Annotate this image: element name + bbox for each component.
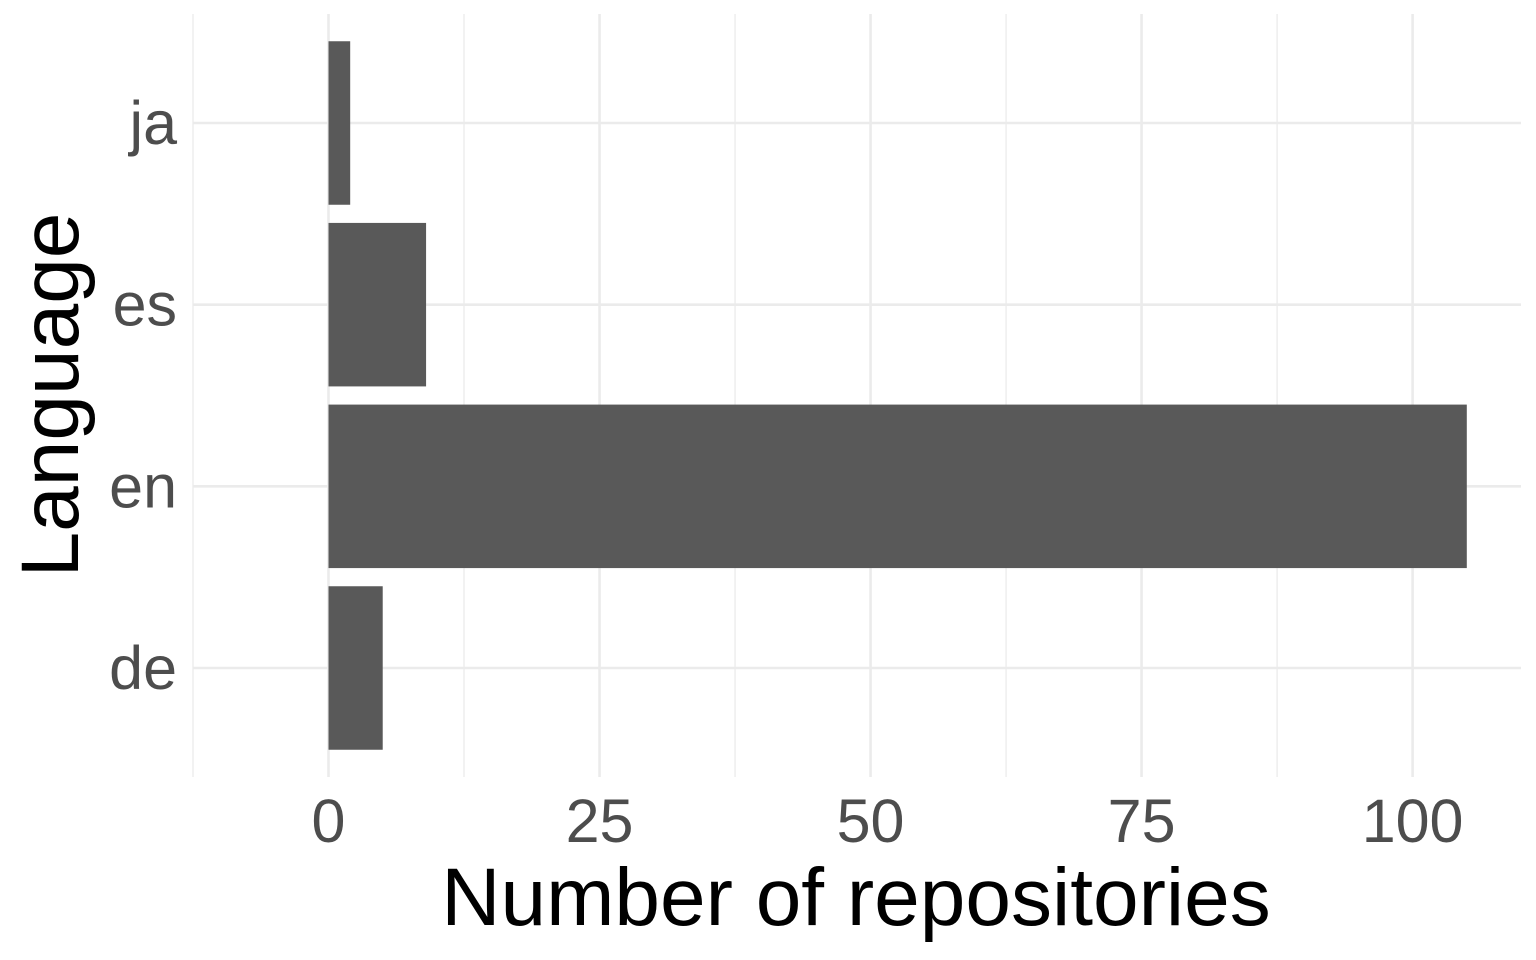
- y-tick-label-de: de: [109, 634, 177, 702]
- x-tick-labels: 0 25 50 75 100: [312, 787, 1464, 855]
- x-tick-label-25: 25: [566, 787, 634, 855]
- y-tick-label-ja: ja: [128, 89, 178, 157]
- bar-en: [328, 404, 1467, 569]
- x-tick-label-50: 50: [837, 787, 905, 855]
- bar-de: [328, 586, 383, 750]
- bar-es: [328, 222, 427, 387]
- y-tick-labels: de en es ja: [109, 89, 177, 702]
- x-tick-label-75: 75: [1108, 787, 1176, 855]
- x-tick-label-100: 100: [1362, 787, 1464, 855]
- x-axis-title: Number of repositories: [441, 852, 1270, 943]
- grid-lines: [192, 14, 1521, 777]
- x-tick-label-0: 0: [312, 787, 346, 855]
- y-tick-label-en: en: [109, 452, 177, 520]
- bar-ja: [328, 41, 351, 205]
- y-tick-label-es: es: [113, 271, 177, 339]
- y-axis-title: Language: [5, 213, 96, 578]
- bars: [328, 41, 1467, 750]
